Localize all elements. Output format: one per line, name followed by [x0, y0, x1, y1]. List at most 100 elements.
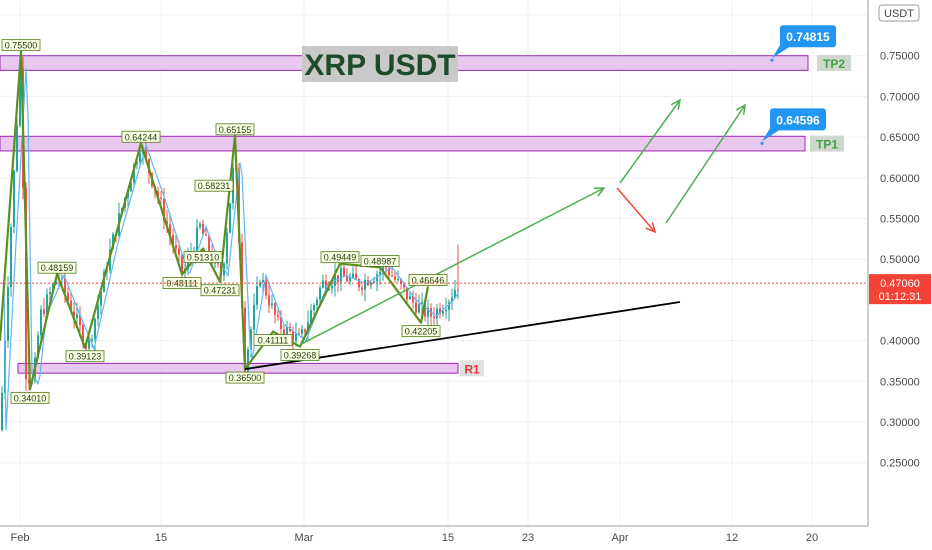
- candle-body: [178, 248, 180, 255]
- zone-label-bg: [817, 55, 851, 72]
- pivot-label-bg: [121, 130, 161, 143]
- candle-body: [388, 267, 390, 276]
- candle-body: [79, 314, 81, 326]
- candle-body: [322, 280, 324, 288]
- candle-body: [271, 303, 273, 306]
- candle-body: [130, 182, 132, 192]
- candle-body: [448, 302, 450, 310]
- price-tick-label: 0.70000: [880, 91, 920, 103]
- candle-body: [310, 310, 312, 323]
- candle-body: [394, 276, 396, 280]
- price-tick-label: 0.65000: [880, 132, 920, 144]
- candle-body: [379, 271, 381, 275]
- candle-body: [397, 279, 399, 281]
- price-tick-label: 0.40000: [880, 336, 920, 348]
- candle-body: [133, 164, 135, 183]
- candle-body: [298, 333, 300, 335]
- pivot-label: 0.34010: [14, 393, 47, 403]
- candle-body: [373, 281, 375, 283]
- candle-body: [337, 274, 339, 282]
- candle-body: [445, 309, 447, 312]
- zone-label-tp2: TP2: [823, 57, 845, 71]
- candle-body: [436, 308, 438, 318]
- candle-body: [196, 227, 198, 252]
- candle-body: [160, 197, 162, 199]
- candle-body: [70, 300, 72, 312]
- candle-body: [424, 302, 426, 317]
- price-tick-label: 0.25000: [880, 458, 920, 470]
- target-marker: [770, 58, 774, 62]
- zigzag-layer: [0, 50, 430, 391]
- last-price-countdown: 01:12:31: [879, 291, 922, 303]
- candle-body: [10, 226, 12, 288]
- pivot-label-bg: [10, 391, 50, 404]
- price-tick-label: 0.55000: [880, 214, 920, 226]
- pivot-label-bg: [320, 251, 360, 264]
- pivot-label: 0.39268: [284, 351, 317, 361]
- candle-body: [352, 273, 354, 278]
- candle-body: [280, 316, 282, 330]
- target-badge-pointer: [772, 45, 792, 59]
- candle-body: [67, 292, 69, 301]
- zone-label-bg: [810, 135, 844, 152]
- candle-body: [385, 266, 387, 268]
- candle-body: [73, 311, 75, 319]
- pivot-label-bg: [280, 349, 320, 361]
- candle-body: [400, 279, 402, 284]
- candle-body: [313, 304, 315, 311]
- candle-body: [64, 277, 66, 293]
- candle-body: [277, 314, 279, 317]
- pivot-label: 0.48987: [364, 256, 397, 266]
- time-axis[interactable]: Feb 15 Mar 15 23 Apr 12 20: [0, 525, 868, 544]
- candle-body: [349, 277, 351, 282]
- candle-body: [208, 235, 210, 253]
- currency-badge: USDT: [878, 4, 920, 22]
- pivot-label-bg: [194, 179, 234, 192]
- candle-body: [412, 296, 414, 303]
- projection-up-1: [619, 99, 681, 184]
- last-price-value: 0.47060: [880, 278, 920, 290]
- target-badge[interactable]: [780, 25, 836, 48]
- time-tick-label: 15: [155, 532, 167, 544]
- candle-body: [409, 296, 411, 300]
- candle-body: [406, 287, 408, 300]
- candles-layer: [1, 56, 459, 432]
- candle-body: [403, 283, 405, 288]
- candle-body: [13, 170, 15, 227]
- candle-body: [19, 68, 21, 126]
- target-badge[interactable]: [770, 108, 826, 131]
- candle-body: [97, 305, 99, 319]
- pivot-label: 0.39123: [69, 352, 102, 362]
- zone-tp1[interactable]: [0, 135, 806, 152]
- plot-area[interactable]: [0, 0, 868, 526]
- candle-body: [205, 234, 207, 236]
- target-badge-pointer: [762, 128, 782, 142]
- pivot-label-bg: [253, 334, 293, 346]
- pivot-label-bg: [183, 251, 223, 263]
- price-axis[interactable]: 0.800000.750000.700000.650000.600000.550…: [867, 0, 920, 526]
- candle-body: [454, 290, 456, 298]
- candle-body: [88, 340, 90, 349]
- pivot-label-bg: [215, 123, 255, 136]
- candle-body: [346, 275, 348, 282]
- candle-body: [145, 149, 147, 159]
- candle-body: [370, 282, 372, 286]
- candle-body: [1, 392, 3, 431]
- pivot-label-bg: [200, 284, 240, 297]
- price-tick-label: 0.35000: [880, 376, 920, 388]
- pivot-label: 0.42205: [405, 327, 438, 337]
- candle-body: [256, 286, 258, 305]
- candle-body: [415, 302, 417, 313]
- price-tick-label: 0.50000: [880, 254, 920, 266]
- target-label: 0.64596: [776, 113, 820, 127]
- candle-body: [382, 266, 384, 272]
- pivot-label: 0.58231: [198, 181, 231, 191]
- candle-body: [43, 309, 45, 314]
- candle-body: [265, 279, 267, 296]
- candle-body: [7, 287, 9, 341]
- candle-body: [181, 254, 183, 274]
- arrowhead-down: [645, 222, 657, 234]
- price-tick-label: 0.75000: [880, 51, 920, 63]
- zigzag-line: [0, 50, 430, 391]
